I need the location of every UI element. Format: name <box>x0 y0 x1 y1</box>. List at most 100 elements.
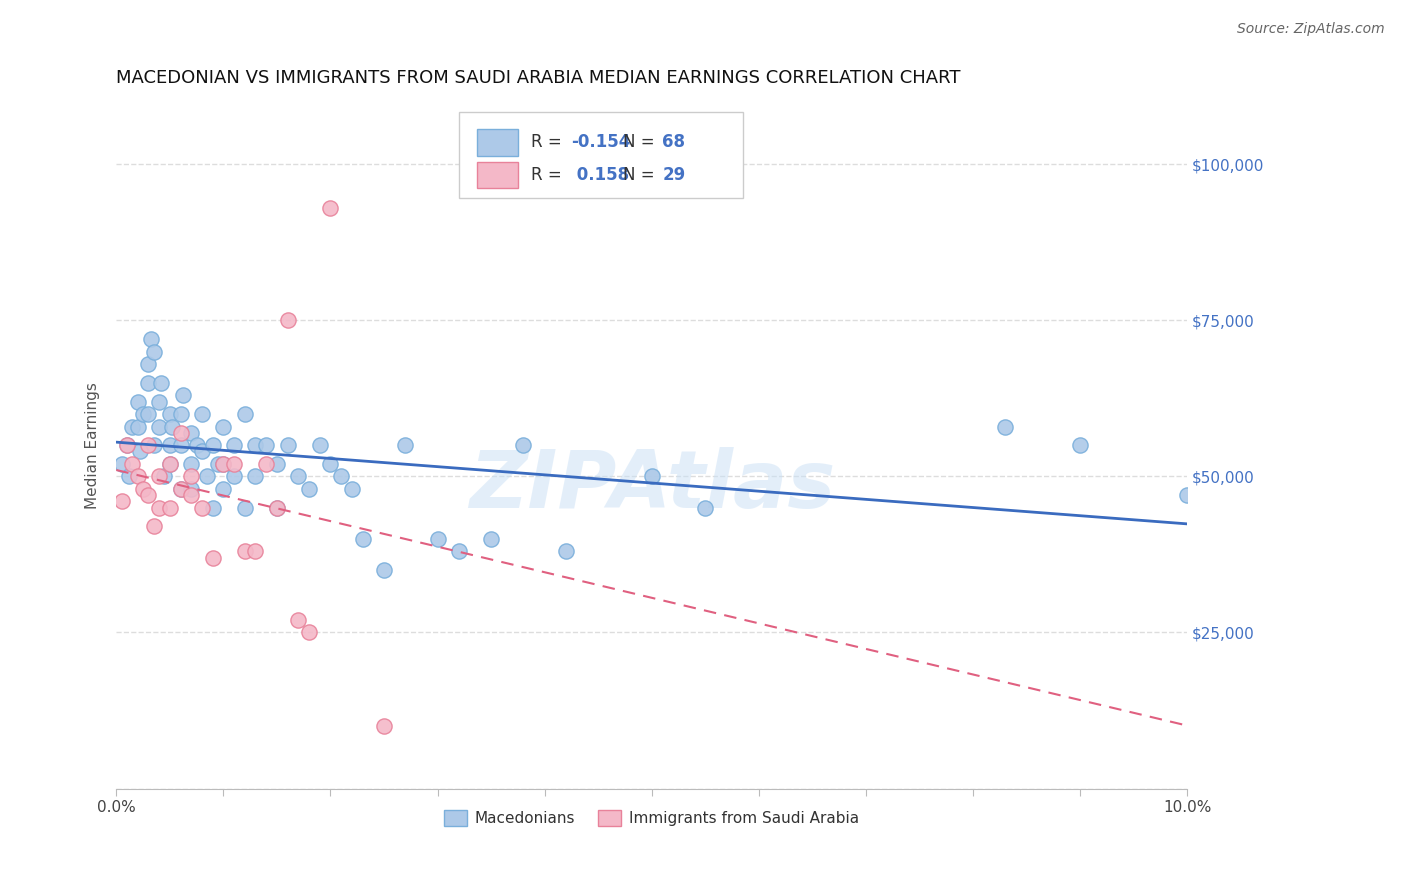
Point <box>172 388 194 402</box>
Point <box>994 419 1017 434</box>
Point <box>245 438 267 452</box>
Point <box>195 469 218 483</box>
Point <box>479 532 502 546</box>
Point <box>1069 438 1091 452</box>
Point <box>180 425 202 440</box>
Point <box>180 488 202 502</box>
FancyBboxPatch shape <box>477 129 517 155</box>
Point <box>298 625 321 640</box>
Point <box>1175 488 1198 502</box>
FancyBboxPatch shape <box>458 112 742 198</box>
Point <box>277 438 299 452</box>
Point <box>118 469 141 483</box>
Point <box>695 500 717 515</box>
Point <box>233 544 256 558</box>
Point <box>212 482 235 496</box>
Point <box>138 376 160 390</box>
Point <box>201 500 224 515</box>
Point <box>128 444 150 458</box>
FancyBboxPatch shape <box>477 161 517 188</box>
Point <box>254 438 277 452</box>
Point <box>266 457 288 471</box>
Point <box>180 482 202 496</box>
Point <box>512 438 534 452</box>
Point <box>169 438 191 452</box>
Point <box>212 457 235 471</box>
Point <box>222 469 245 483</box>
Point <box>212 419 235 434</box>
Point <box>180 469 202 483</box>
Point <box>254 457 277 471</box>
Point <box>138 357 160 371</box>
Text: N =: N = <box>623 134 654 152</box>
Point <box>115 438 138 452</box>
Point <box>212 457 235 471</box>
Text: MACEDONIAN VS IMMIGRANTS FROM SAUDI ARABIA MEDIAN EARNINGS CORRELATION CHART: MACEDONIAN VS IMMIGRANTS FROM SAUDI ARAB… <box>117 69 960 87</box>
Point <box>245 544 267 558</box>
Legend: Macedonians, Immigrants from Saudi Arabia: Macedonians, Immigrants from Saudi Arabi… <box>439 805 865 832</box>
Point <box>169 482 191 496</box>
Point <box>266 500 288 515</box>
Point <box>148 500 170 515</box>
Point <box>132 482 155 496</box>
Point <box>159 457 181 471</box>
Point <box>169 482 191 496</box>
Text: 29: 29 <box>662 166 686 184</box>
Point <box>319 457 342 471</box>
Point <box>139 332 162 346</box>
Point <box>222 457 245 471</box>
Point <box>287 613 309 627</box>
Point <box>233 500 256 515</box>
Point <box>319 201 342 215</box>
Text: N =: N = <box>623 166 654 184</box>
Point <box>142 344 165 359</box>
Point <box>115 438 138 452</box>
Y-axis label: Median Earnings: Median Earnings <box>86 382 100 508</box>
Point <box>169 407 191 421</box>
Point <box>169 425 191 440</box>
Point <box>330 469 353 483</box>
Point <box>138 488 160 502</box>
Text: Source: ZipAtlas.com: Source: ZipAtlas.com <box>1237 22 1385 37</box>
Point <box>207 457 229 471</box>
Point <box>201 550 224 565</box>
Point <box>121 419 143 434</box>
Point <box>132 407 155 421</box>
Point <box>641 469 664 483</box>
Point <box>191 500 214 515</box>
Point <box>148 394 170 409</box>
Text: ZIPAtlas: ZIPAtlas <box>468 448 835 525</box>
Point <box>222 438 245 452</box>
Point <box>373 563 395 577</box>
Point <box>127 394 149 409</box>
Point <box>150 376 173 390</box>
Point <box>121 457 143 471</box>
Point <box>373 719 395 733</box>
Text: R =: R = <box>530 134 561 152</box>
Point <box>111 494 134 508</box>
Point <box>180 457 202 471</box>
Point <box>245 469 267 483</box>
Point <box>555 544 578 558</box>
Text: 0.158: 0.158 <box>571 166 630 184</box>
Point <box>394 438 416 452</box>
Point <box>352 532 374 546</box>
Point <box>111 457 134 471</box>
Point <box>266 500 288 515</box>
Text: R =: R = <box>530 166 561 184</box>
Point <box>159 457 181 471</box>
Point <box>426 532 449 546</box>
Point <box>153 469 176 483</box>
Point <box>148 469 170 483</box>
Point <box>287 469 309 483</box>
Point <box>298 482 321 496</box>
Point <box>159 407 181 421</box>
Point <box>138 407 160 421</box>
Point <box>340 482 363 496</box>
Point <box>447 544 470 558</box>
Point <box>138 438 160 452</box>
Point <box>159 500 181 515</box>
Point <box>277 313 299 327</box>
Point <box>201 438 224 452</box>
Point <box>186 438 208 452</box>
